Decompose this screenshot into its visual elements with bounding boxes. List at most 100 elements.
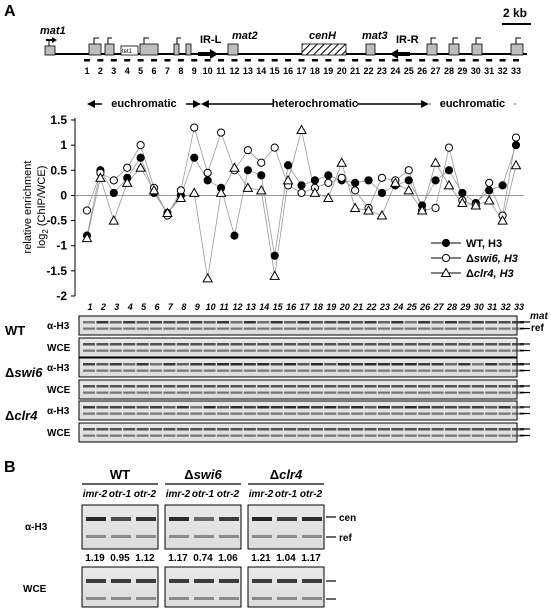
gel-band	[230, 434, 243, 437]
gel-band	[270, 343, 283, 346]
gel-band	[498, 412, 511, 415]
gel-band	[377, 391, 390, 394]
series-markers	[82, 141, 521, 260]
gel-band	[176, 434, 189, 437]
gel-band	[136, 349, 149, 352]
gel-band	[270, 385, 283, 388]
gel-band	[444, 412, 457, 415]
enrichment-value: 0.95	[110, 553, 130, 564]
gel-band	[277, 517, 297, 521]
gel-lane-number: 13	[246, 302, 256, 312]
panel-b-letter: B	[4, 459, 16, 476]
gel-band	[364, 412, 377, 415]
gel-band	[310, 327, 323, 330]
region-arrowhead	[87, 100, 95, 108]
gel-band	[83, 412, 95, 415]
gel-band	[111, 579, 131, 583]
legend-label: Δclr4, H3	[466, 268, 514, 280]
gel-band	[351, 412, 364, 415]
panel-b-row-label: α-H3	[25, 522, 48, 533]
gel-band	[150, 385, 163, 388]
probe-mark	[244, 59, 251, 62]
gel-band	[471, 412, 484, 415]
gel-band	[485, 363, 498, 366]
gel-band	[485, 321, 498, 324]
gel-band	[512, 406, 524, 409]
probe-mark	[271, 59, 278, 62]
gel-band	[203, 369, 216, 372]
enrichment-value: 1.19	[85, 553, 105, 564]
gel-band	[284, 385, 297, 388]
gel-band	[431, 343, 444, 346]
gel-band	[485, 385, 498, 388]
gel-band	[512, 349, 524, 352]
gel-lane-number: 5	[141, 302, 147, 312]
gel-band	[136, 412, 149, 415]
gel-band	[270, 428, 283, 431]
data-point	[297, 188, 306, 198]
gel-band	[364, 321, 377, 324]
gel-band	[377, 343, 390, 346]
gel-band	[391, 343, 404, 346]
gel-band	[86, 597, 106, 600]
gel-band	[284, 391, 297, 394]
gel-lane-number: 20	[339, 302, 350, 312]
gel-band	[485, 428, 498, 431]
region-arrows: euchromatic heterochromatic euchromatic	[87, 95, 516, 110]
y-tick-label: -1	[56, 239, 67, 253]
gel-band	[190, 327, 203, 330]
gel-band	[83, 321, 95, 324]
probe-mark	[419, 59, 426, 62]
gel-band	[243, 412, 256, 415]
gel-band	[297, 369, 310, 372]
gel-band	[219, 517, 239, 521]
data-point	[444, 143, 454, 152]
gel-band	[498, 434, 511, 437]
probe-number: 28	[444, 66, 454, 76]
gel-band	[351, 321, 364, 324]
gel-band	[324, 391, 337, 394]
gel-band	[136, 369, 149, 372]
gel-lane-number: 16	[286, 302, 297, 312]
gel-band	[203, 321, 216, 324]
enrichment-value: 0.74	[193, 553, 213, 564]
gel-strip	[78, 357, 518, 378]
gel-band	[418, 434, 431, 437]
gel-band	[136, 327, 149, 330]
gel-band	[270, 369, 283, 372]
data-point	[336, 157, 348, 167]
gel-band	[337, 321, 350, 324]
data-point	[363, 204, 374, 215]
probe-number: 22	[364, 66, 374, 76]
gel-band	[96, 343, 109, 346]
gel-band	[230, 327, 243, 330]
data-point	[431, 176, 440, 185]
data-point	[108, 215, 120, 225]
gel-band	[83, 428, 95, 431]
gel-band	[512, 428, 524, 431]
gel-band	[203, 391, 216, 394]
gel-band	[431, 406, 444, 409]
panel-b-gel	[247, 504, 325, 550]
gel-band	[377, 385, 390, 388]
gel-band	[485, 343, 498, 346]
gel-band	[444, 321, 457, 324]
gel-strip	[78, 422, 518, 443]
gel-band	[176, 363, 189, 366]
gel-band	[203, 406, 216, 409]
gel-lane-number: 18	[313, 302, 323, 312]
probe-mark	[124, 59, 131, 62]
gel-band	[297, 349, 310, 352]
data-point	[485, 186, 494, 195]
data-point	[376, 210, 388, 220]
gel-band	[96, 369, 109, 372]
gel-band	[252, 579, 272, 583]
gel-band	[351, 349, 364, 352]
gel-band	[136, 434, 149, 437]
gel-band	[257, 434, 270, 437]
probe-mark	[486, 59, 493, 62]
probe-mark	[445, 59, 452, 62]
y-tick-label: 0.5	[50, 163, 67, 177]
gel-band	[498, 349, 511, 352]
